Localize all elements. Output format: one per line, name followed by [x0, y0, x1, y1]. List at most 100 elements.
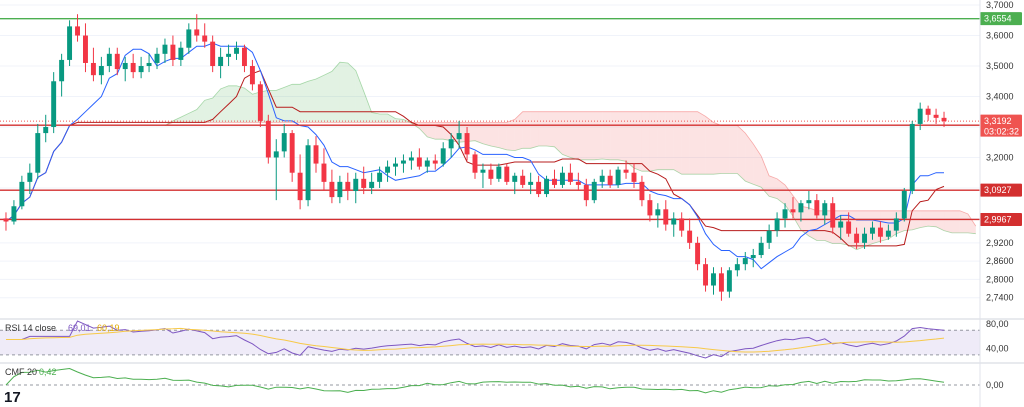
candle[interactable] [353, 172, 359, 204]
candle[interactable] [591, 178, 597, 204]
candle[interactable] [623, 160, 629, 179]
candle[interactable] [90, 47, 96, 82]
candle[interactable] [742, 251, 748, 271]
candle[interactable] [711, 267, 716, 295]
candle[interactable] [703, 258, 709, 292]
candle[interactable] [583, 178, 589, 207]
candle[interactable] [265, 114, 271, 164]
candle[interactable] [440, 142, 446, 167]
candle[interactable] [75, 14, 80, 42]
candle[interactable] [297, 154, 303, 210]
candle[interactable] [83, 23, 88, 73]
candle[interactable] [854, 227, 860, 249]
candle[interactable] [798, 200, 804, 222]
candle[interactable] [536, 175, 542, 198]
candle[interactable] [790, 197, 796, 219]
candle[interactable] [679, 212, 685, 237]
candle[interactable] [43, 114, 49, 143]
candle[interactable] [98, 56, 104, 85]
candle[interactable] [257, 81, 263, 127]
candle[interactable] [528, 172, 534, 195]
candle[interactable] [806, 191, 812, 210]
candle[interactable] [289, 130, 295, 182]
candle[interactable] [194, 14, 200, 42]
candle[interactable] [774, 212, 780, 237]
candle[interactable] [35, 123, 41, 179]
candle[interactable] [321, 148, 327, 192]
candle[interactable] [186, 23, 192, 54]
candle[interactable] [146, 53, 152, 73]
candle[interactable] [941, 111, 947, 127]
candle[interactable] [313, 136, 319, 173]
candle[interactable] [67, 20, 73, 67]
candle[interactable] [432, 154, 438, 170]
candle[interactable] [448, 133, 454, 158]
candle[interactable] [734, 258, 740, 277]
candle[interactable] [170, 35, 176, 67]
candle[interactable] [559, 166, 565, 188]
candle[interactable] [846, 212, 852, 237]
candle[interactable] [933, 108, 939, 124]
candle[interactable] [830, 197, 836, 234]
candle[interactable] [758, 236, 764, 259]
candle[interactable] [385, 160, 391, 182]
candle[interactable] [814, 194, 820, 219]
candle[interactable] [234, 41, 239, 60]
candle[interactable] [11, 200, 17, 225]
candle[interactable] [329, 169, 335, 204]
candle[interactable] [464, 126, 470, 161]
candle[interactable] [607, 169, 613, 188]
candle[interactable] [369, 172, 375, 195]
candle[interactable] [416, 148, 422, 170]
candle[interactable] [361, 166, 367, 195]
candle[interactable] [671, 212, 677, 237]
candle[interactable] [639, 175, 645, 207]
candle[interactable] [599, 169, 605, 188]
candle[interactable] [377, 166, 383, 188]
candle[interactable] [408, 151, 414, 170]
candle[interactable] [687, 218, 693, 249]
candle[interactable] [51, 72, 57, 134]
candle[interactable] [567, 163, 573, 185]
candle[interactable] [138, 56, 144, 79]
candle[interactable] [782, 203, 788, 228]
candle[interactable] [400, 154, 406, 173]
candle[interactable] [726, 267, 732, 298]
candle[interactable] [241, 44, 247, 73]
candle[interactable] [925, 105, 931, 121]
candle[interactable] [655, 203, 661, 228]
candle[interactable] [3, 212, 9, 231]
candle[interactable] [281, 123, 287, 158]
candle[interactable] [631, 163, 637, 188]
rsi-title[interactable]: RSI 14 close 69,01 60,19 [5, 323, 120, 333]
candle[interactable] [909, 120, 915, 195]
candle[interactable] [552, 169, 557, 188]
candle[interactable] [226, 44, 232, 67]
candle[interactable] [472, 151, 478, 179]
candle[interactable] [917, 102, 923, 131]
cmf-title[interactable]: CMF 20 0,42 [5, 367, 57, 377]
candle[interactable] [750, 248, 756, 268]
candle[interactable] [210, 35, 216, 73]
candle[interactable] [273, 139, 279, 201]
candle[interactable] [870, 221, 875, 240]
candle[interactable] [393, 157, 398, 176]
candle[interactable] [106, 47, 112, 73]
candle[interactable] [249, 59, 255, 91]
candle[interactable] [575, 172, 581, 192]
candle[interactable] [130, 53, 136, 79]
candle[interactable] [838, 215, 844, 240]
candle[interactable] [305, 139, 311, 207]
candle[interactable] [862, 227, 867, 249]
candle[interactable] [162, 38, 168, 63]
candle[interactable] [424, 157, 430, 173]
candle[interactable] [885, 224, 891, 240]
candle[interactable] [496, 163, 502, 182]
candle[interactable] [512, 172, 518, 195]
candle[interactable] [59, 53, 65, 97]
candle[interactable] [718, 267, 724, 301]
candle[interactable] [337, 175, 343, 204]
candle[interactable] [663, 200, 669, 231]
candle[interactable] [647, 194, 653, 222]
